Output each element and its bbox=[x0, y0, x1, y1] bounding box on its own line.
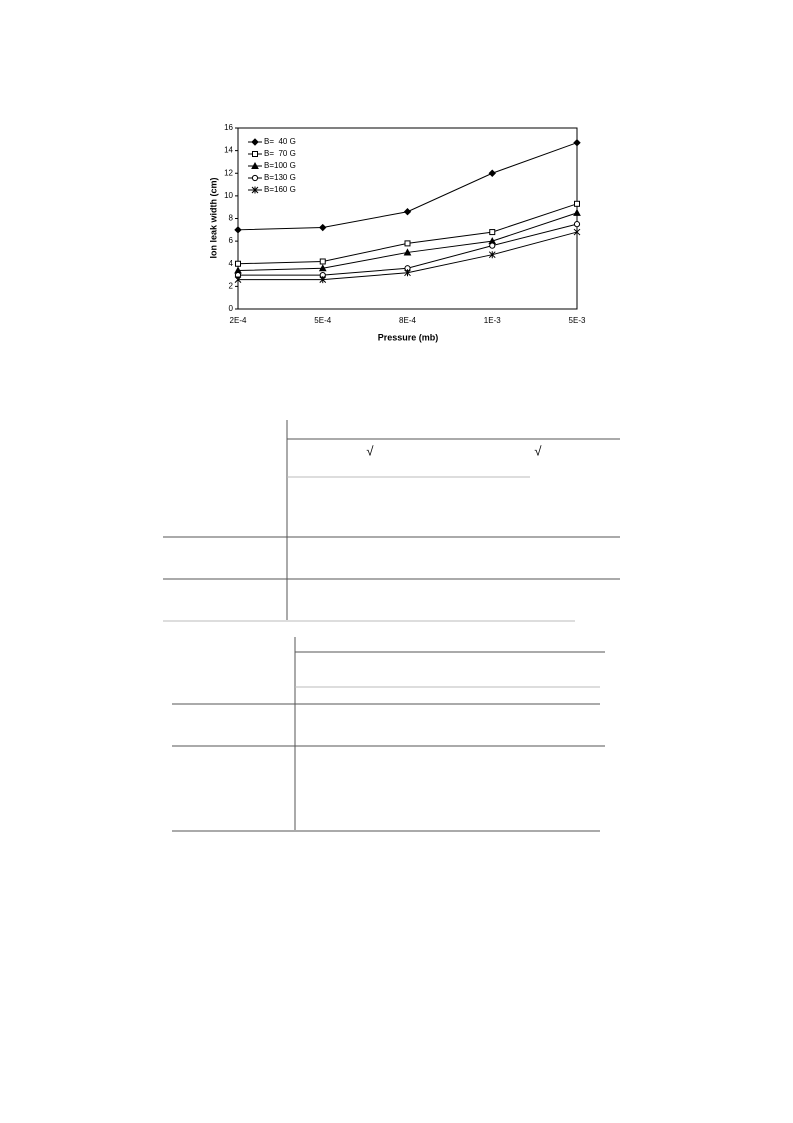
marker bbox=[403, 208, 412, 216]
x-tick-label: 1E-3 bbox=[484, 316, 501, 325]
table-1: √ √ bbox=[163, 420, 620, 622]
x-tick-label: 2E-4 bbox=[230, 316, 247, 325]
marker bbox=[489, 242, 496, 249]
marker bbox=[573, 221, 581, 228]
marker bbox=[488, 169, 496, 177]
marker bbox=[319, 258, 326, 265]
marker bbox=[319, 223, 327, 232]
marker bbox=[573, 138, 581, 147]
marker bbox=[488, 251, 496, 259]
legend-marker bbox=[251, 186, 259, 194]
series: B=130 G bbox=[234, 173, 581, 279]
series: B= 70 G bbox=[235, 149, 580, 267]
series: B= 40 G bbox=[234, 137, 581, 234]
marker bbox=[404, 240, 411, 247]
y-tick-label: 0 bbox=[229, 304, 234, 313]
marker bbox=[318, 264, 327, 272]
y-tick-label: 4 bbox=[229, 259, 234, 268]
y-tick-label: 10 bbox=[224, 191, 233, 200]
marker bbox=[404, 269, 411, 277]
legend-marker bbox=[252, 151, 258, 157]
series: B=160 G bbox=[234, 185, 581, 284]
legend-label: B=160 G bbox=[264, 185, 296, 194]
y-tick-label: 14 bbox=[224, 146, 233, 155]
marker bbox=[403, 248, 412, 256]
x-axis-label: Pressure (mb) bbox=[378, 332, 439, 342]
y-tick-label: 6 bbox=[229, 236, 234, 245]
x-tick-label: 5E-4 bbox=[314, 316, 331, 325]
x-tick-label: 5E-3 bbox=[569, 316, 586, 325]
marker bbox=[234, 226, 242, 234]
y-tick-label: 2 bbox=[229, 281, 234, 290]
legend-marker bbox=[251, 138, 259, 146]
marker bbox=[234, 276, 242, 284]
y-axis-label: Ion leak width (cm) bbox=[208, 177, 218, 258]
marker bbox=[574, 200, 580, 207]
legend-label: B= 70 G bbox=[264, 149, 296, 158]
check-mark: √ bbox=[366, 443, 374, 458]
y-tick-label: 12 bbox=[224, 168, 233, 177]
legend-label: B= 40 G bbox=[264, 137, 296, 146]
marker bbox=[319, 276, 327, 284]
series: B=100 G bbox=[234, 161, 581, 274]
marker bbox=[573, 208, 581, 216]
check-mark: √ bbox=[534, 443, 542, 458]
y-tick-label: 16 bbox=[224, 123, 233, 132]
marker bbox=[235, 260, 241, 267]
legend-marker bbox=[251, 174, 259, 182]
legend-label: B=130 G bbox=[264, 173, 296, 182]
marker bbox=[573, 228, 581, 236]
legend-label: B=100 G bbox=[264, 161, 296, 170]
legend-marker bbox=[251, 161, 259, 169]
x-tick-label: 8E-4 bbox=[399, 316, 416, 325]
table-2 bbox=[172, 637, 605, 832]
marker bbox=[489, 229, 496, 236]
y-tick-label: 8 bbox=[229, 214, 234, 223]
